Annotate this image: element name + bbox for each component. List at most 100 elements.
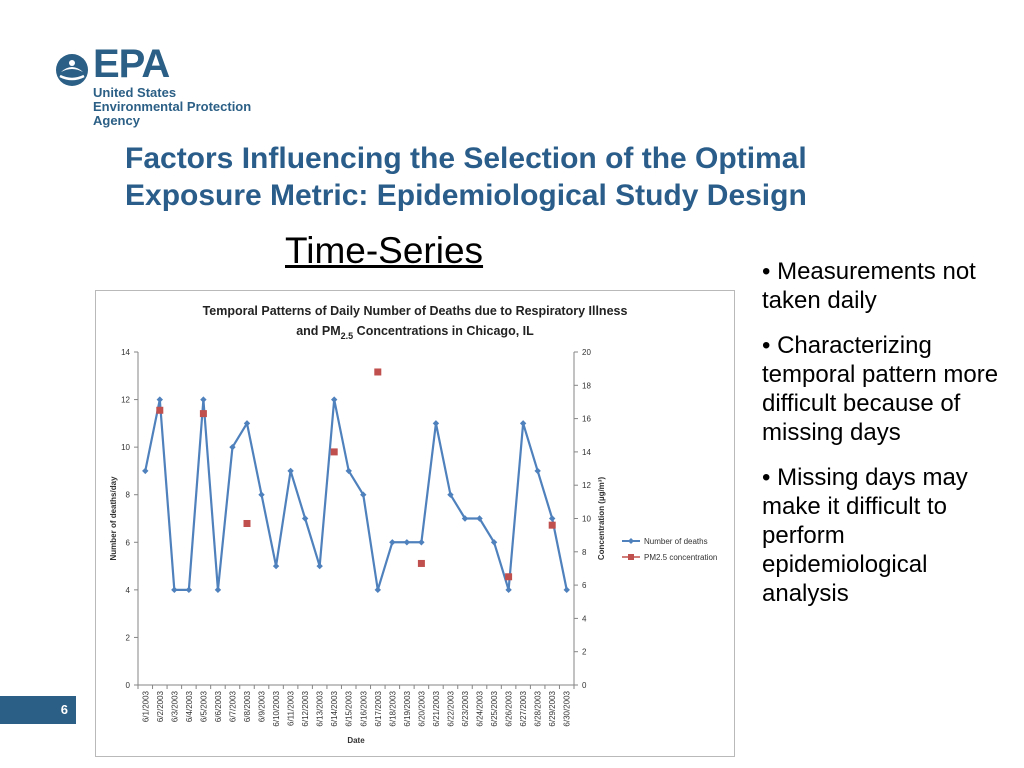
x-tick-label: 6/2/2003 [156, 690, 165, 722]
left-tick-label: 2 [126, 633, 131, 642]
deaths-point [258, 491, 265, 498]
legend-deaths-label: Number of deaths [644, 537, 708, 546]
pm25-point [374, 368, 382, 376]
x-tick-label: 6/21/2003 [432, 690, 441, 726]
chart-title-line-1: Temporal Patterns of Daily Number of Dea… [203, 304, 628, 318]
right-tick-label: 0 [582, 681, 587, 690]
pm25-point [199, 410, 207, 418]
epa-wordmark: EPA [93, 42, 170, 86]
deaths-point [200, 396, 207, 403]
deaths-point [316, 562, 323, 570]
epa-logo: EPA United States Environmental Protecti… [55, 42, 255, 130]
right-tick-label: 10 [582, 515, 591, 524]
slide-title: Factors Influencing the Selection of the… [125, 140, 945, 214]
right-tick-label: 6 [582, 581, 587, 590]
left-tick-label: 0 [126, 681, 131, 690]
x-tick-label: 6/28/2003 [534, 690, 543, 726]
left-tick-label: 14 [121, 348, 130, 357]
x-tick-label: 6/23/2003 [461, 690, 470, 726]
deaths-point [374, 586, 381, 594]
time-series-chart: Temporal Patterns of Daily Number of Dea… [109, 304, 717, 745]
pm25-point [548, 521, 556, 529]
x-tick-label: 6/5/2003 [199, 690, 208, 722]
right-tick-label: 20 [582, 348, 591, 357]
deaths-point [534, 467, 541, 475]
right-tick-label: 4 [582, 614, 587, 623]
x-tick-label: 6/24/2003 [476, 690, 485, 726]
x-tick-label: 6/4/2003 [185, 690, 194, 722]
deaths-point [156, 396, 163, 403]
agency-name: United States Environmental Protection A… [93, 86, 251, 128]
deaths-point [389, 539, 396, 546]
deaths-point [432, 420, 440, 427]
x-axis-title: Date [347, 736, 365, 745]
x-tick-label: 6/12/2003 [301, 690, 310, 726]
bullet-list: • Measurements not taken daily • Charact… [762, 257, 1012, 624]
deaths-point [418, 539, 425, 546]
right-tick-label: 12 [582, 481, 591, 490]
epa-emblem-icon [56, 54, 88, 86]
deaths-point [331, 396, 338, 403]
deaths-point [185, 586, 193, 594]
slide-subtitle: Time-Series [285, 230, 484, 271]
slide-title-line-1: Factors Influencing the Selection of the… [125, 142, 807, 175]
chart-title-line-2: and PM2.5 Concentrations in Chicago, IL [296, 324, 534, 341]
x-tick-label: 6/20/2003 [417, 690, 426, 726]
x-tick-label: 6/29/2003 [548, 690, 557, 726]
chart-container: Temporal Patterns of Daily Number of Dea… [95, 290, 735, 757]
deaths-point [563, 586, 570, 594]
x-tick-label: 6/16/2003 [359, 690, 368, 726]
agency-line-3: Agency [93, 113, 140, 128]
x-tick-label: 6/11/2003 [287, 690, 296, 726]
deaths-point [461, 515, 469, 522]
right-tick-label: 2 [582, 648, 587, 657]
right-tick-label: 16 [582, 415, 591, 424]
x-tick-label: 6/10/2003 [272, 690, 281, 726]
x-tick-label: 6/15/2003 [345, 690, 354, 726]
bullet-item: • Missing days may make it difficult to … [762, 464, 968, 607]
pm25-point [243, 519, 251, 527]
x-tick-label: 6/7/2003 [228, 690, 237, 722]
x-tick-label: 6/19/2003 [403, 690, 412, 726]
right-tick-label: 8 [582, 548, 587, 557]
x-tick-label: 6/22/2003 [446, 690, 455, 726]
right-tick-label: 14 [582, 448, 591, 457]
bullet-item: • Characterizing temporal pattern more d… [762, 332, 999, 446]
x-tick-label: 6/26/2003 [505, 690, 514, 726]
pm25-point [505, 573, 513, 581]
deaths-point [519, 420, 527, 427]
pm25-point [417, 559, 425, 567]
x-tick-label: 6/25/2003 [490, 690, 499, 726]
x-tick-label: 6/8/2003 [243, 690, 252, 722]
slide-title-line-2: Exposure Metric: Epidemiological Study D… [125, 179, 807, 212]
agency-line-2: Environmental Protection [93, 99, 252, 114]
page-number-tab: 6 [0, 696, 76, 724]
y2-axis-title: Concentration (µg/m³) [597, 477, 606, 561]
deaths-point [272, 562, 280, 570]
page-number: 6 [60, 702, 68, 717]
pm25-point [330, 448, 338, 456]
left-tick-label: 4 [126, 586, 131, 595]
deaths-point [476, 515, 483, 522]
x-tick-label: 6/17/2003 [374, 690, 383, 726]
x-tick-label: 6/3/2003 [170, 690, 179, 722]
deaths-point [549, 515, 556, 522]
x-tick-label: 6/30/2003 [563, 690, 572, 726]
deaths-point [505, 586, 512, 594]
left-tick-label: 12 [121, 396, 130, 405]
bullet-item: • Measurements not taken daily [762, 258, 976, 314]
left-tick-label: 10 [121, 443, 130, 452]
legend-pm25-marker [628, 554, 634, 560]
x-tick-label: 6/9/2003 [258, 690, 267, 722]
deaths-point [301, 515, 309, 522]
deaths-point [447, 491, 454, 498]
legend-deaths-marker [628, 538, 634, 544]
legend-pm25-label: PM2.5 concentration [644, 553, 717, 562]
x-tick-label: 6/18/2003 [388, 690, 397, 726]
x-tick-label: 6/27/2003 [519, 690, 528, 726]
x-tick-label: 6/14/2003 [330, 690, 339, 726]
right-tick-label: 18 [582, 381, 591, 390]
deaths-series-line [144, 398, 568, 591]
agency-line-1: United States [93, 85, 177, 100]
left-tick-label: 6 [126, 538, 131, 547]
